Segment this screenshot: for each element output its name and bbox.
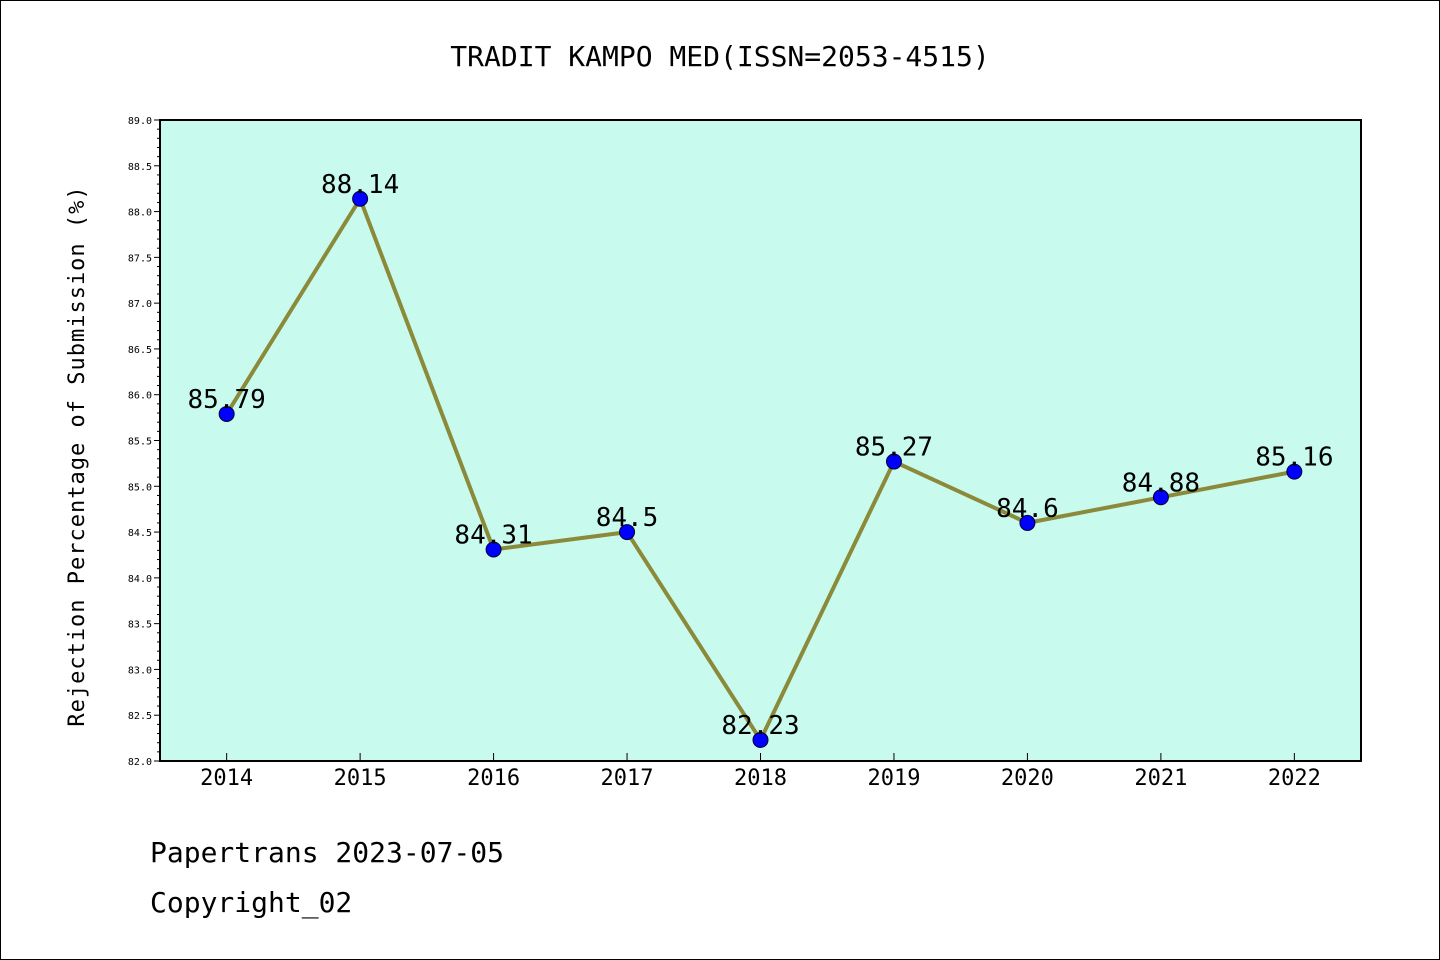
data-point (619, 524, 636, 541)
y-axis: 82.0 82.5 83.0 83.5 84.0 84.5 85.0 85.5 86.0 86.5… (128, 116, 160, 768)
y-tick-label: 85.5 (128, 437, 152, 448)
y-tick-label: 86.5 (128, 345, 152, 356)
y-tick-label: 87.0 (128, 299, 152, 310)
data-label: 84.31 (454, 520, 532, 550)
footer-copyright: Copyright_02 (150, 886, 353, 919)
data-points (218, 190, 1303, 748)
data-point (218, 405, 235, 422)
data-point (1152, 489, 1169, 506)
y-axis-label: Rejection Percentage of Submission (%) (65, 185, 90, 726)
data-label: 85.79 (188, 385, 266, 415)
y-tick-label: 87.5 (128, 253, 152, 264)
data-label: 88.14 (321, 170, 399, 200)
y-tick-label: 85.0 (128, 482, 152, 493)
x-tick-label: 2016 (467, 766, 520, 791)
data-label: 84.88 (1122, 468, 1200, 498)
data-label: 82.23 (721, 711, 799, 741)
x-tick-label: 2021 (1134, 766, 1187, 791)
x-tick-label: 2018 (734, 766, 787, 791)
x-tick-label: 2020 (1001, 766, 1054, 791)
data-labels: 85.79 88.14 84.31 84.5 82.23 85.27 84.6 84.88 85… (188, 170, 1334, 741)
chart-title: TRADIT KAMPO MED(ISSN=2053-4515) (450, 40, 989, 73)
x-tick-label: 2022 (1268, 766, 1321, 791)
data-point (352, 190, 369, 207)
data-point (885, 453, 902, 470)
data-point (1286, 463, 1303, 480)
x-tick-label: 2019 (867, 766, 920, 791)
x-tick-label: 2017 (601, 766, 654, 791)
y-tick-label: 84.5 (128, 528, 152, 539)
y-tick-label: 84.0 (128, 574, 152, 585)
data-point (485, 541, 502, 558)
data-label: 84.6 (996, 494, 1059, 524)
y-tick-label: 82.0 (128, 757, 152, 768)
y-tick-label: 88.0 (128, 208, 152, 219)
y-tick-label: 83.5 (128, 620, 152, 631)
plot-area (159, 119, 1362, 762)
x-tick-label: 2014 (200, 766, 253, 791)
data-label: 85.16 (1255, 443, 1333, 473)
data-label: 85.27 (855, 433, 933, 463)
y-tick-label: 89.0 (128, 116, 152, 127)
y-tick-label: 88.5 (128, 162, 152, 173)
data-point (752, 731, 769, 748)
y-tick-label: 83.0 (128, 665, 152, 676)
data-label: 84.5 (596, 503, 659, 533)
x-axis: 2014 2015 2016 2017 2018 2019 2020 2021 2022 (200, 753, 1321, 791)
data-point (1019, 514, 1036, 531)
y-tick-label: 86.0 (128, 391, 152, 402)
footer-credit: Papertrans 2023-07-05 (150, 836, 505, 869)
x-tick-label: 2015 (334, 766, 387, 791)
y-tick-label: 82.5 (128, 711, 152, 722)
